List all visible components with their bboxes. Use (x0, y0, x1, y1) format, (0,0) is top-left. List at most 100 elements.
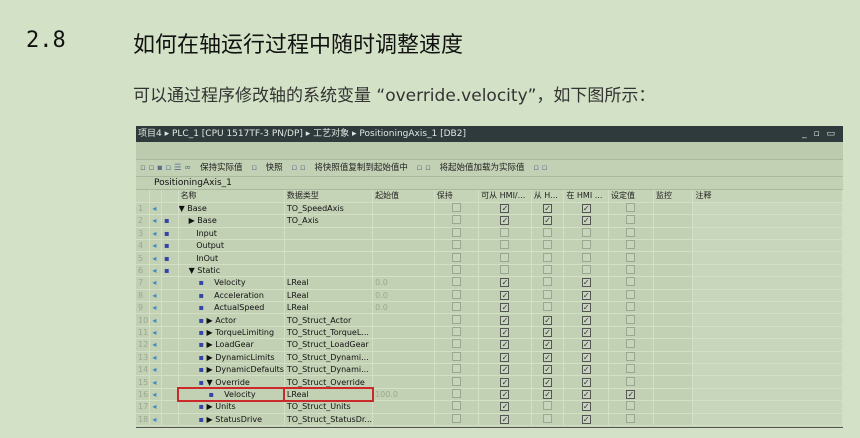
hmi-writable-checkbox[interactable]: ✓ (543, 365, 553, 375)
hmi-accessible-checkbox[interactable]: ✓ (500, 290, 510, 300)
member-name[interactable]: Input (196, 228, 217, 238)
column-header[interactable]: 可从 HMI/... (478, 190, 532, 203)
hmi-visible-checkbox[interactable]: ✓ (581, 315, 591, 325)
window-controls[interactable]: _ ▫ ▭ (802, 129, 837, 139)
hmi-writable-checkbox[interactable] (543, 289, 553, 299)
expand-toggle-icon[interactable] (207, 303, 212, 312)
data-type[interactable]: LReal (284, 289, 374, 303)
db-icon[interactable]: ▫ (251, 163, 257, 173)
hmi-visible-checkbox[interactable]: ✓ (581, 402, 591, 412)
hmi-visible-checkbox[interactable]: ✓ (581, 352, 591, 362)
hmi-accessible-checkbox[interactable]: ✓ (500, 402, 510, 412)
retain-checkbox[interactable] (451, 252, 461, 262)
start-value[interactable]: 0.0 (372, 276, 435, 290)
setpoint-checkbox[interactable] (626, 413, 636, 423)
start-value[interactable]: 0.0 (372, 289, 435, 303)
table-row[interactable]: 5 ◂ ▪ InOut (136, 251, 843, 265)
column-header[interactable]: 名称 (178, 190, 285, 203)
table-row[interactable]: 8 ◂ ▪ Acceleration LReal 0.0 ✓ ✓ (136, 289, 843, 303)
data-type[interactable]: TO_Struct_TorqueL... (284, 326, 374, 340)
comment-cell[interactable] (692, 214, 843, 228)
setpoint-checkbox[interactable] (626, 376, 636, 386)
expand-toggle-icon[interactable]: ▶ (206, 327, 213, 337)
column-header[interactable]: 保持 (434, 190, 480, 203)
expand-toggle-icon[interactable]: ▼ (206, 377, 213, 387)
start-value[interactable]: 100.0 (372, 388, 435, 402)
hmi-visible-checkbox[interactable]: ✓ (581, 389, 591, 399)
setpoint-checkbox[interactable] (626, 240, 636, 250)
hmi-accessible-checkbox[interactable]: ✓ (500, 327, 510, 337)
hmi-accessible-checkbox[interactable]: ✓ (500, 389, 510, 399)
data-type[interactable]: TO_Axis (284, 214, 374, 228)
hmi-writable-checkbox[interactable] (543, 265, 553, 275)
table-row[interactable]: 7 ◂ ▪ Velocity LReal 0.0 ✓ ✓ (136, 276, 843, 290)
setpoint-checkbox[interactable] (626, 265, 636, 275)
table-row[interactable]: 12 ◂ ▪ ▶ LoadGear TO_Struct_LoadGear ✓ ✓ ✓ (136, 338, 843, 352)
hmi-accessible-checkbox[interactable]: ✓ (500, 414, 510, 424)
comment-cell[interactable] (692, 363, 843, 377)
expand-toggle-icon[interactable] (217, 390, 222, 399)
data-type[interactable]: LReal (284, 276, 374, 290)
comment-cell[interactable] (692, 413, 843, 426)
hmi-visible-checkbox[interactable]: ✓ (581, 340, 591, 350)
retain-checkbox[interactable] (451, 401, 461, 411)
hmi-visible-checkbox[interactable] (581, 227, 591, 237)
hmi-visible-checkbox[interactable]: ✓ (581, 377, 591, 387)
member-name[interactable]: Acceleration (214, 290, 264, 300)
data-type[interactable] (284, 227, 374, 241)
setpoint-checkbox[interactable]: ✓ (626, 389, 636, 399)
setpoint-checkbox[interactable] (626, 215, 636, 225)
comment-cell[interactable] (692, 239, 843, 253)
data-type[interactable]: TO_SpeedAxis (284, 202, 374, 216)
hmi-accessible-checkbox[interactable]: ✓ (500, 340, 510, 350)
data-type[interactable] (284, 264, 374, 278)
expand-toggle-icon[interactable]: ▶ (206, 402, 213, 412)
table-row[interactable]: 16 ◂ ▪ Velocity LReal 100.0 ✓ ✓ ✓ ✓ (136, 387, 843, 402)
comment-cell[interactable] (692, 338, 843, 352)
setpoint-checkbox[interactable] (626, 326, 636, 336)
hmi-writable-checkbox[interactable]: ✓ (543, 216, 553, 226)
member-name[interactable]: Units (215, 402, 236, 412)
hmi-accessible-checkbox[interactable]: ✓ (500, 204, 510, 214)
retain-checkbox[interactable] (451, 339, 461, 349)
retain-checkbox[interactable] (451, 277, 461, 287)
setpoint-checkbox[interactable] (626, 289, 636, 299)
hmi-accessible-checkbox[interactable]: ✓ (500, 377, 510, 387)
retain-checkbox[interactable] (451, 289, 461, 299)
hmi-writable-checkbox[interactable]: ✓ (543, 389, 553, 399)
comment-cell[interactable] (692, 251, 843, 265)
comment-cell[interactable] (692, 264, 843, 278)
table-row[interactable]: 2 ◂ ▪ ▶ Base TO_Axis ✓ ✓ ✓ (136, 214, 843, 228)
table-row[interactable]: 1 ◂ ▼ Base TO_SpeedAxis ✓ ✓ ✓ (136, 202, 843, 216)
hmi-writable-checkbox[interactable]: ✓ (543, 352, 553, 362)
load-start-button[interactable]: 将起始值加载为实际值 (439, 163, 525, 173)
setpoint-checkbox[interactable] (626, 351, 636, 361)
hmi-accessible-checkbox[interactable] (500, 252, 510, 262)
comment-cell[interactable] (692, 400, 843, 414)
start-value[interactable] (372, 313, 435, 327)
start-value[interactable] (372, 251, 435, 265)
hmi-accessible-checkbox[interactable] (500, 240, 510, 250)
member-name[interactable]: LoadGear (215, 340, 254, 350)
comment-cell[interactable] (692, 202, 843, 216)
member-name[interactable]: Base (187, 204, 207, 214)
table-row[interactable]: 3 ◂ ▪ Input (136, 227, 843, 241)
hmi-writable-checkbox[interactable] (543, 413, 553, 423)
setpoint-checkbox[interactable] (626, 314, 636, 324)
start-value[interactable] (372, 326, 435, 340)
hmi-visible-checkbox[interactable]: ✓ (581, 216, 591, 226)
member-name[interactable]: TorqueLimiting (215, 327, 275, 337)
snapshot-button[interactable]: 快照 (265, 163, 283, 173)
expand-toggle-icon[interactable]: ▶ (206, 352, 213, 362)
expand-toggle-icon[interactable]: ▶ (188, 216, 195, 226)
data-type[interactable]: TO_Struct_Override (284, 375, 374, 389)
copy-snapshot-button[interactable]: 将快照值复制到起始值中 (314, 163, 408, 173)
retain-checkbox[interactable] (451, 302, 461, 312)
expand-toggle-icon[interactable]: ▶ (206, 340, 213, 350)
table-row[interactable]: 15 ◂ ▪ ▼ Override TO_Struct_Override ✓ ✓ ✓ (136, 375, 843, 389)
expand-toggle-icon[interactable]: ▶ (206, 414, 213, 424)
copy-icons[interactable]: ▫ ▫ (416, 163, 431, 173)
table-row[interactable]: 4 ◂ ▪ Output (136, 239, 843, 253)
hmi-accessible-checkbox[interactable]: ✓ (500, 315, 510, 325)
retain-checkbox[interactable] (451, 351, 461, 361)
